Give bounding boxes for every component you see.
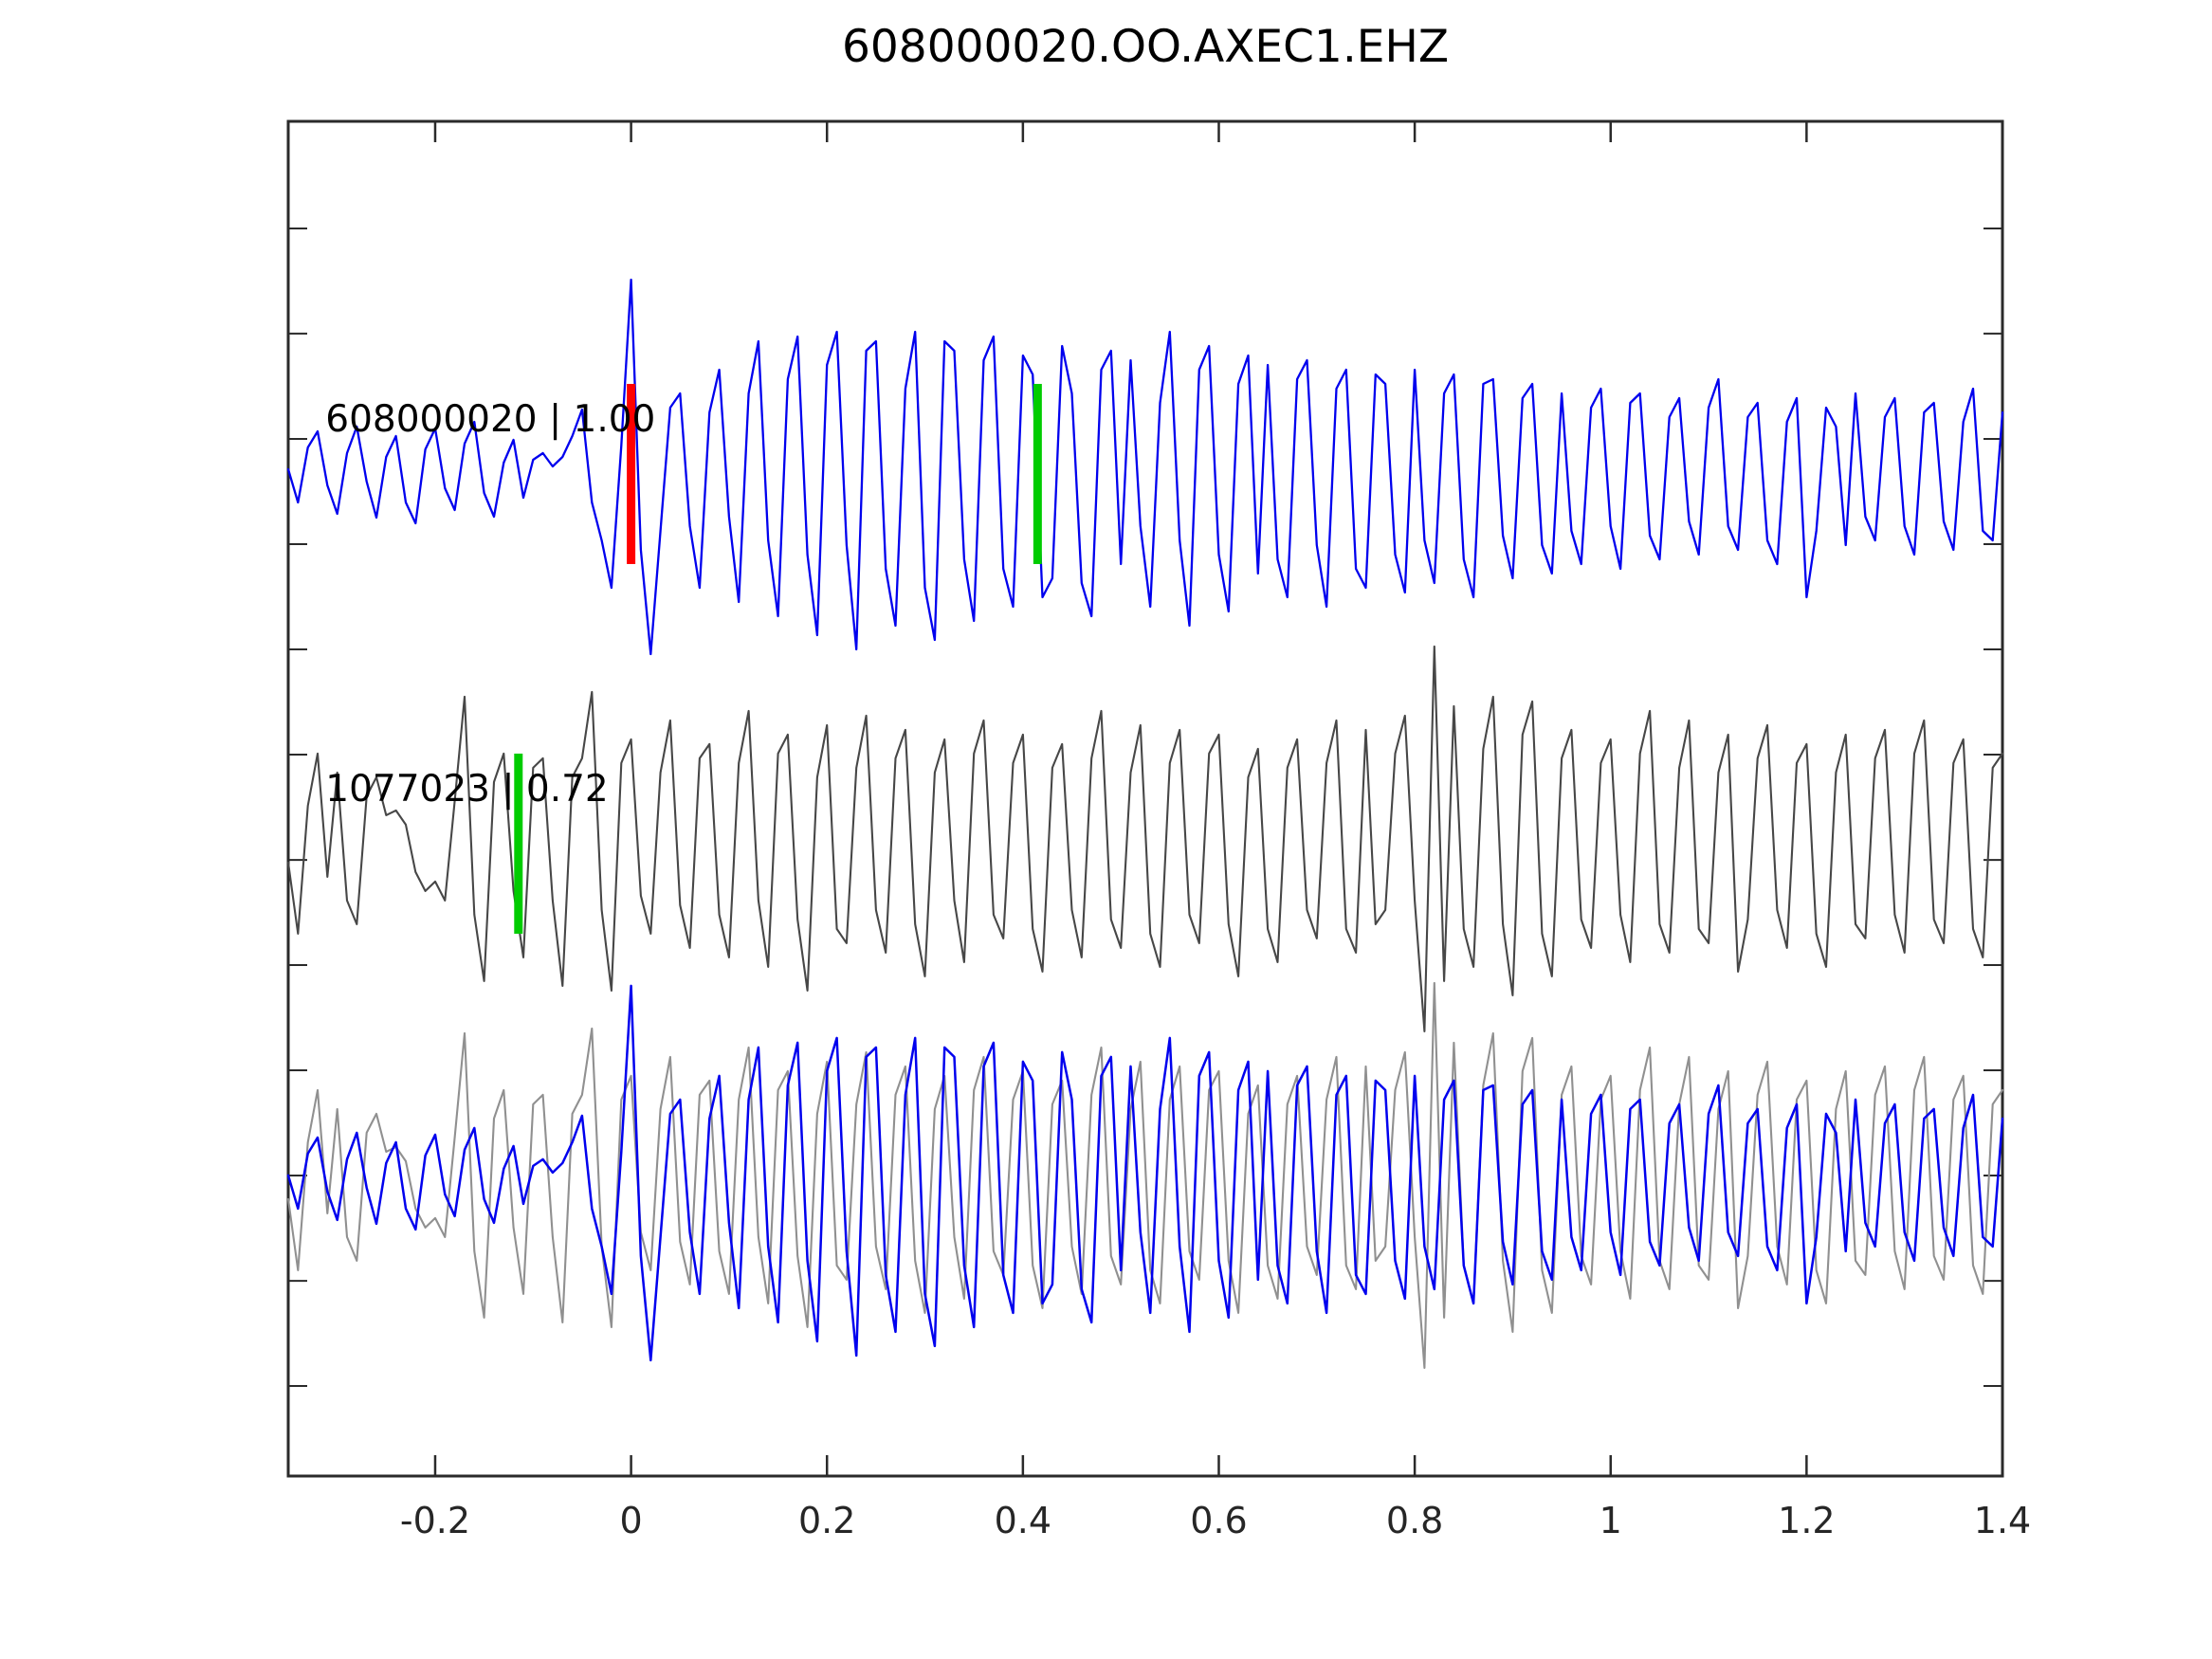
template-phase-pick-marker xyxy=(1033,383,1042,564)
trace-label-template-608000020: 608000020 | 1.00 xyxy=(325,398,655,441)
template-origin-pick-marker xyxy=(627,383,636,564)
detection-phase-pick-marker xyxy=(514,753,523,934)
x-axis-tick-label: 0 xyxy=(620,1500,643,1541)
x-axis-tick-label: 1.2 xyxy=(1778,1500,1835,1541)
trace-label-detection-1077023: 1077023 | 0.72 xyxy=(325,768,608,811)
x-axis-tick-label: 0.2 xyxy=(798,1500,855,1541)
x-axis-tick-label: 0.4 xyxy=(995,1500,1051,1541)
template-row-trace-template-608000020 xyxy=(286,278,2004,656)
x-axis-tick-label: -0.2 xyxy=(400,1500,470,1541)
x-axis-tick-label: 0.8 xyxy=(1386,1500,1443,1541)
overlay-row-trace-template-608000020 xyxy=(286,984,2004,1362)
x-axis-tick-label: 1.4 xyxy=(1974,1500,2031,1541)
chart-title: 608000020.OO.AXEC1.EHZ xyxy=(841,21,1450,73)
detection-row-trace-detection-1077023 xyxy=(286,645,2004,1032)
overlay-row-trace-detection-1077023 xyxy=(286,981,2004,1369)
x-axis-tick-label: 1 xyxy=(1600,1500,1622,1541)
x-axis-tick-label: 0.6 xyxy=(1190,1500,1247,1541)
plot-border xyxy=(286,119,2004,1478)
